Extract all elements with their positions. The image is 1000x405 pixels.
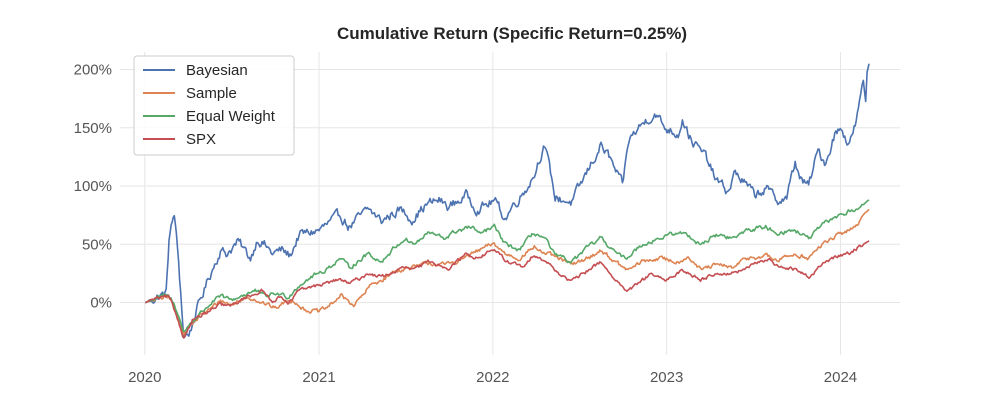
series-line-spx [144, 240, 870, 339]
series-lines [144, 63, 870, 339]
legend-label: Bayesian [186, 62, 248, 79]
chart-title: Cumulative Return (Specific Return=0.25%… [337, 24, 687, 43]
x-tick-label: 2024 [824, 369, 857, 386]
axes: 0% 50% 100% 150% 200% 2020 2021 2022 2023 2024 [74, 61, 858, 386]
legend-box [133, 55, 295, 156]
series-line-bayesian [144, 63, 870, 339]
series-line-sample [144, 208, 870, 336]
y-tick-label: 50% [82, 236, 112, 253]
x-tick-label: 2021 [302, 369, 335, 386]
x-tick-label: 2022 [476, 369, 509, 386]
y-tick-label: 0% [90, 295, 112, 312]
legend: Bayesian Sample Equal Weight SPX [133, 55, 295, 156]
legend-label: Sample [186, 85, 237, 102]
y-tick-label: 150% [74, 120, 112, 137]
y-tick-label: 200% [74, 61, 112, 78]
legend-label: Equal Weight [186, 108, 276, 125]
series-line-equal-weight [144, 199, 870, 333]
x-tick-label: 2020 [128, 369, 161, 386]
x-tick-label: 2023 [650, 369, 683, 386]
legend-label: SPX [186, 131, 216, 148]
y-tick-label: 100% [74, 178, 112, 195]
